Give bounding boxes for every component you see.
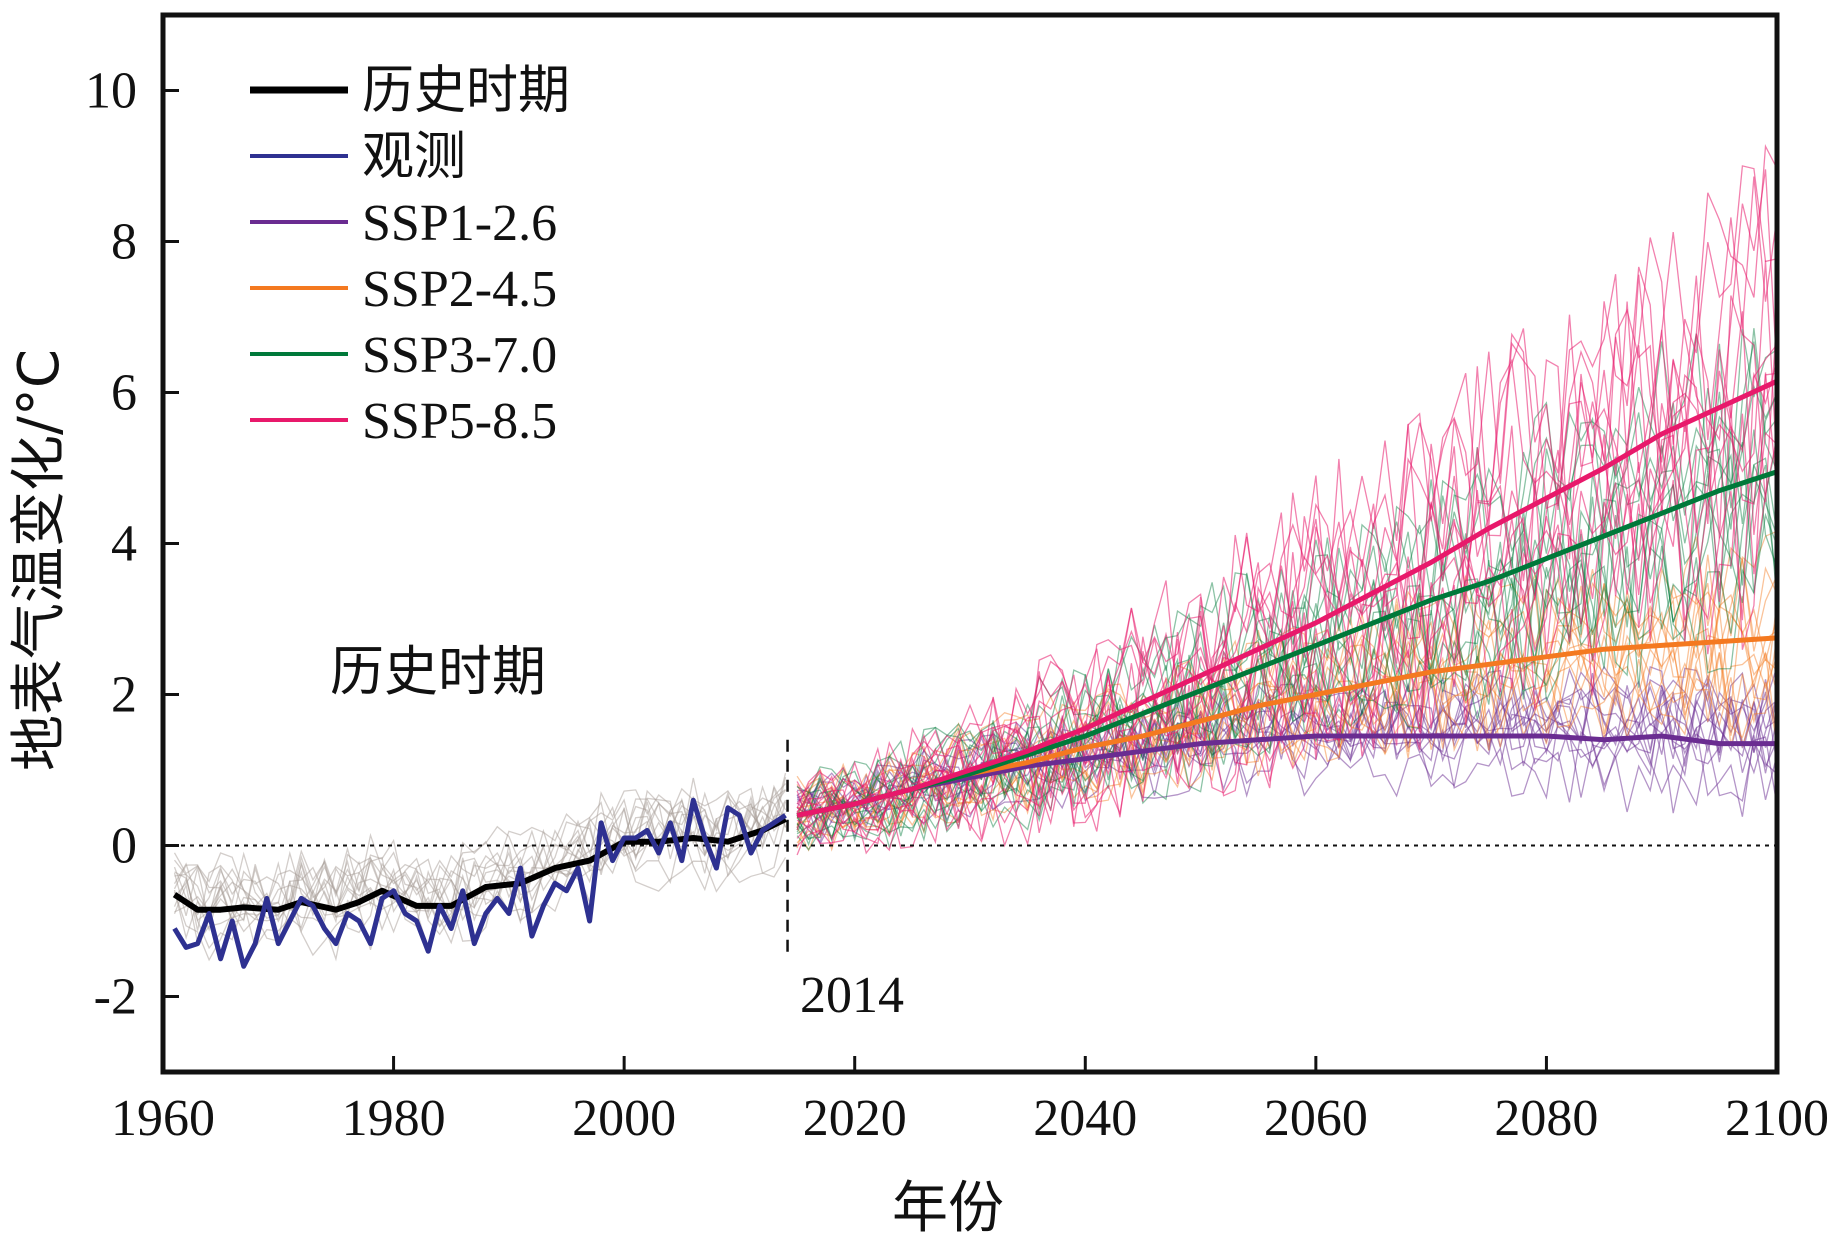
legend-label-ssp370: SSP3-7.0	[362, 327, 557, 384]
y-tick-label: 0	[111, 818, 137, 875]
ssp585-ensemble-member	[796, 143, 1778, 807]
y-axis-title: 地表气温变化/°C	[7, 349, 72, 771]
historical-series-line	[172, 816, 787, 913]
observed-series-line	[172, 797, 787, 969]
ssp585-series-line	[796, 378, 1779, 818]
ssp370-series-line	[796, 469, 1778, 818]
legend-label-ssp585: SSP5-8.5	[362, 393, 557, 450]
x-tick-label: 2100	[1725, 1090, 1829, 1147]
ssp245-ensemble-member	[796, 627, 1778, 844]
ssp245-ensemble-member	[796, 596, 1778, 834]
y-tick-label: 2	[111, 667, 137, 724]
ssp126-ensemble-member	[796, 716, 1778, 843]
x-axis-title: 年份	[892, 1176, 1004, 1241]
y-tick-label: 6	[111, 365, 137, 422]
historical-period-annotation: 历史时期	[330, 640, 546, 703]
legend-label-observed: 观测	[362, 129, 466, 186]
ssp245-ensemble-member	[796, 582, 1778, 828]
legend-label-historical: 历史时期	[362, 63, 570, 120]
y-tick-label: 4	[111, 516, 137, 573]
ssp245-ensemble-member	[797, 634, 1778, 835]
x-tick-label: 1980	[342, 1090, 446, 1147]
ssp126-series-line	[796, 733, 1777, 818]
historical-ensemble-member	[173, 772, 787, 923]
ssp245-ensemble-member	[796, 636, 1778, 837]
x-tick-label: 2020	[803, 1090, 907, 1147]
x-tick-label: 2040	[1033, 1090, 1137, 1147]
legend-label-ssp245: SSP2-4.5	[362, 261, 557, 318]
y-tick-label: 10	[85, 63, 137, 120]
historical-ensemble-member	[174, 787, 787, 923]
ensemble-mean-lines	[172, 378, 1779, 969]
y-tick-label: 8	[111, 214, 137, 271]
ssp585-ensemble-member	[796, 260, 1778, 825]
y-tick-label: -2	[94, 969, 137, 1026]
axis-ticks: 1960 1980 2000 2020 2040 2060 2080 2100 -2 0 2 4 6 8 1…	[85, 63, 1829, 1148]
historical-ensemble-member	[174, 784, 787, 924]
historical-ensemble-member	[174, 789, 787, 926]
ssp245-ensemble-member	[796, 554, 1778, 817]
ssp585-ensemble-member	[796, 359, 1778, 849]
x-tick-label: 2000	[572, 1090, 676, 1147]
ssp585-ensemble-member	[796, 169, 1778, 811]
split-year-annotation: 2014	[800, 967, 904, 1024]
ssp126-ensemble-member	[796, 665, 1778, 820]
x-tick-label: 2060	[1264, 1090, 1368, 1147]
x-tick-label: 2080	[1494, 1090, 1598, 1147]
legend-label-ssp126: SSP1-2.6	[362, 195, 557, 252]
x-tick-label: 1960	[111, 1090, 215, 1147]
